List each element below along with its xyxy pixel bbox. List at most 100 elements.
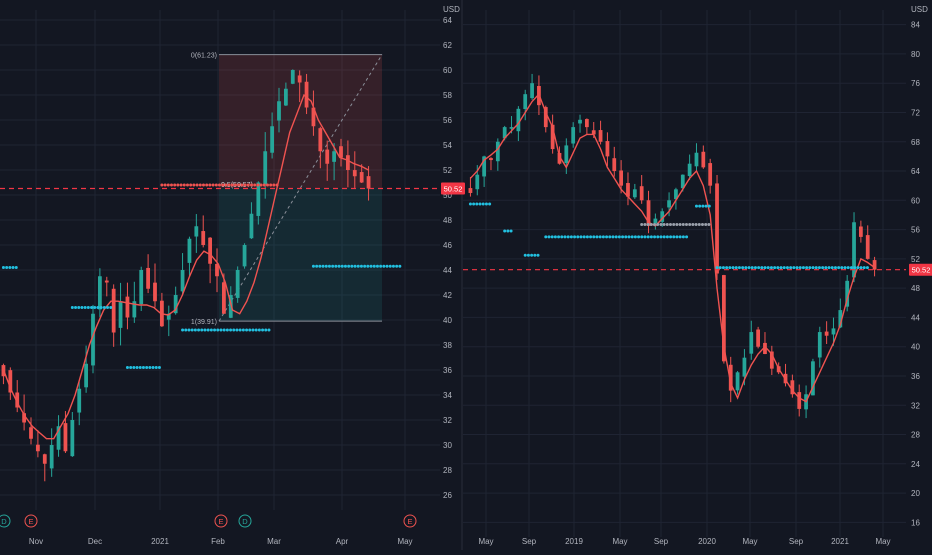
- support-level-dot: [213, 328, 217, 332]
- candle-body: [489, 158, 493, 161]
- support-level-dot: [14, 266, 18, 269]
- grey-level-dot: [656, 222, 660, 226]
- support-level-dot: [766, 266, 770, 270]
- candle-body: [311, 107, 316, 127]
- support-level-dot: [93, 306, 97, 309]
- support-level-dot: [776, 266, 780, 270]
- y-tick-label: 28: [911, 431, 920, 440]
- support-level-dot: [773, 266, 777, 270]
- candle-body: [578, 119, 582, 124]
- support-level-dot: [132, 366, 136, 369]
- fib-top-label: 0(61.23): [191, 53, 217, 60]
- support-level-dot: [718, 266, 722, 270]
- resistance-level-dot: [166, 183, 170, 187]
- resistance-level-dot: [205, 183, 209, 187]
- support-level-dot: [193, 328, 197, 332]
- support-level-dot: [225, 328, 229, 332]
- support-level-dot: [560, 235, 564, 239]
- candle-body: [674, 189, 678, 200]
- support-level-dot: [715, 266, 719, 270]
- earnings-marker[interactable]: E: [214, 514, 228, 528]
- candle-body: [660, 211, 665, 222]
- candle-body: [708, 163, 713, 186]
- candle-body: [653, 218, 658, 224]
- candle-body: [146, 267, 151, 289]
- candle-body: [584, 119, 589, 128]
- y-tick-label: 50: [443, 191, 452, 200]
- resistance-level-dot: [217, 183, 221, 187]
- candle-body: [29, 427, 33, 439]
- candle-body: [49, 445, 54, 469]
- candle-body: [790, 380, 795, 395]
- resistance-level-dot: [237, 183, 241, 187]
- chart-pane-right[interactable]: 16 20 24 28 32 36 40 44 48 52 56 60 64 68 72 76 80 84 USD M…: [463, 5, 932, 546]
- support-level-dot: [640, 235, 644, 239]
- candle-body: [15, 392, 20, 408]
- dividend-marker[interactable]: D: [238, 514, 252, 528]
- resistance-level-dot: [176, 183, 180, 187]
- chart-pane-left[interactable]: 26 28 30 32 34 36 38 40 42 44 46 48 50 52 54 56 58 60 62 64…: [0, 5, 465, 546]
- support-level-dot: [372, 264, 376, 268]
- grey-level-dot: [665, 222, 669, 226]
- y-tick-label: 64: [443, 16, 452, 25]
- candle-body: [139, 270, 144, 305]
- resistance-level-dot: [240, 183, 244, 187]
- support-level-dot: [488, 202, 492, 206]
- grey-level-dot: [652, 222, 656, 226]
- support-level-dot: [840, 266, 844, 270]
- support-level-dot: [347, 264, 351, 268]
- y-tick-label: 38: [443, 341, 452, 350]
- support-level-dot: [197, 328, 201, 332]
- support-level-dot: [856, 266, 860, 270]
- y-tick-label: 34: [443, 391, 452, 400]
- x-tick-label: May: [612, 537, 627, 546]
- x-tick-label: Sep: [522, 537, 537, 546]
- candle-body: [687, 163, 692, 177]
- support-level-dot: [382, 264, 386, 268]
- support-level-dot: [795, 266, 799, 270]
- x-tick-label: May: [875, 537, 890, 546]
- y-tick-label: 46: [443, 241, 452, 250]
- earnings-marker[interactable]: E: [403, 514, 417, 528]
- x-tick-label: Dec: [88, 537, 102, 546]
- support-level-dot: [232, 328, 236, 332]
- support-level-dot: [789, 266, 793, 270]
- support-level-dot: [704, 204, 708, 208]
- support-level-dot: [398, 264, 402, 268]
- support-level-dot: [138, 366, 142, 369]
- y-tick-label: 48: [911, 284, 920, 293]
- candle-body: [475, 174, 480, 190]
- resistance-level-dot: [269, 183, 273, 187]
- support-level-dot: [187, 328, 191, 332]
- support-level-dot: [685, 235, 689, 239]
- support-level-dot: [353, 264, 357, 268]
- support-level-dot: [235, 328, 239, 332]
- grey-level-dot: [707, 222, 711, 226]
- candle-body: [91, 313, 95, 366]
- candle-body: [166, 313, 171, 320]
- candle-body: [721, 275, 726, 362]
- support-level-dot: [337, 264, 341, 268]
- candle-body: [742, 357, 747, 377]
- x-tick-label: 2020: [698, 537, 716, 546]
- y-tick-label: 52: [443, 166, 452, 175]
- support-level-dot: [805, 266, 809, 270]
- resistance-level-dot: [201, 183, 205, 187]
- grey-level-dot: [704, 222, 708, 226]
- resistance-level-dot: [259, 183, 263, 187]
- support-level-dot: [576, 235, 580, 239]
- grey-level-dot: [640, 222, 644, 226]
- support-level-dot: [366, 264, 370, 268]
- dividend-marker[interactable]: D: [0, 514, 11, 528]
- candle-body: [550, 124, 555, 150]
- support-level-dot: [627, 235, 631, 239]
- currency-label: USD: [911, 5, 928, 14]
- y-tick-label: 84: [911, 21, 920, 30]
- candle-body: [56, 426, 61, 450]
- support-level-dot: [135, 366, 139, 369]
- support-level-dot: [589, 235, 593, 239]
- fib-bottom-label: 1(39.91): [191, 319, 217, 326]
- earnings-marker[interactable]: E: [24, 514, 38, 528]
- support-level-dot: [340, 264, 344, 268]
